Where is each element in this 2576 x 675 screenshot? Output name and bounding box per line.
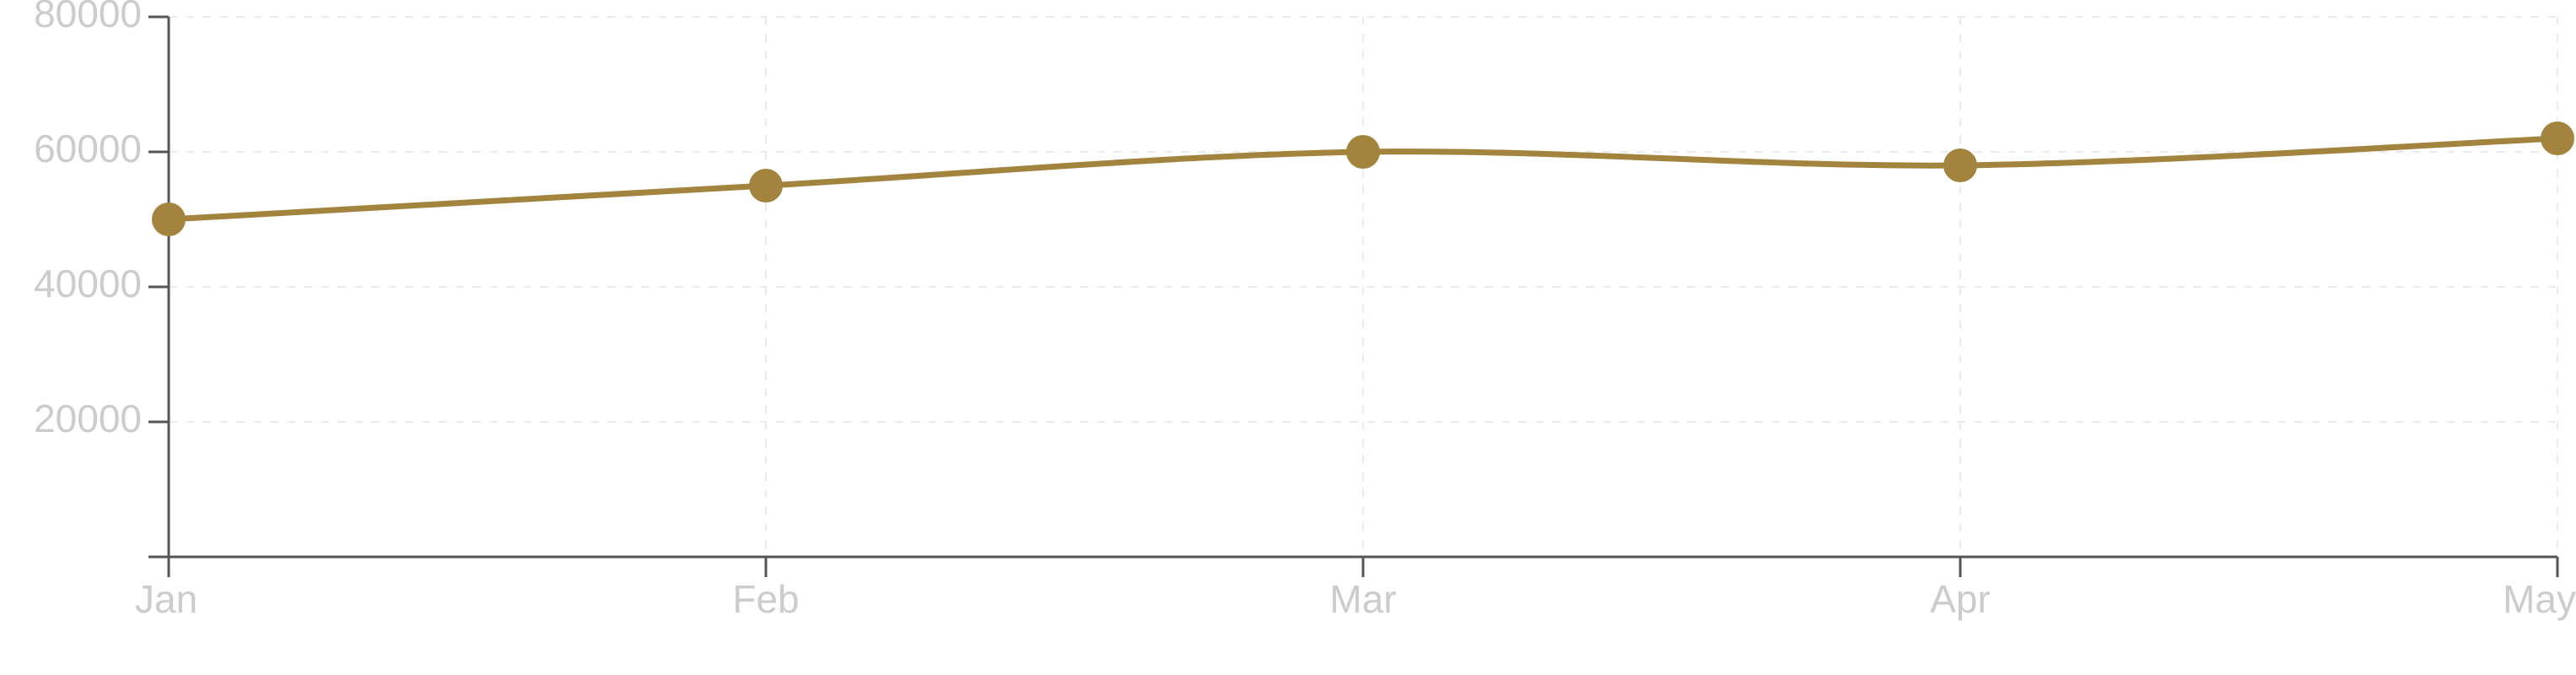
data-point-jan[interactable] bbox=[152, 202, 186, 236]
x-tick-label: Mar bbox=[1329, 577, 1396, 621]
data-point-may[interactable] bbox=[2541, 122, 2574, 155]
data-point-mar[interactable] bbox=[1346, 135, 1380, 169]
y-tick-label: 20000 bbox=[34, 397, 142, 440]
x-tick-label: May bbox=[2503, 577, 2576, 621]
x-tick-label: Feb bbox=[732, 577, 799, 621]
grid bbox=[169, 16, 2558, 557]
series-layer bbox=[152, 122, 2574, 236]
y-tick-label: 80000 bbox=[34, 0, 142, 35]
x-tick-label: Apr bbox=[1930, 577, 1991, 621]
y-tick-label: 40000 bbox=[34, 262, 142, 305]
data-point-feb[interactable] bbox=[749, 169, 783, 202]
y-tick-label: 60000 bbox=[34, 127, 142, 170]
x-tick-label: Jan bbox=[135, 577, 197, 621]
data-point-apr[interactable] bbox=[1943, 148, 1977, 182]
axes bbox=[148, 15, 2559, 577]
tick-labels: 20000 40000 60000 80000 Jan Feb Mar Apr May bbox=[34, 0, 2576, 621]
